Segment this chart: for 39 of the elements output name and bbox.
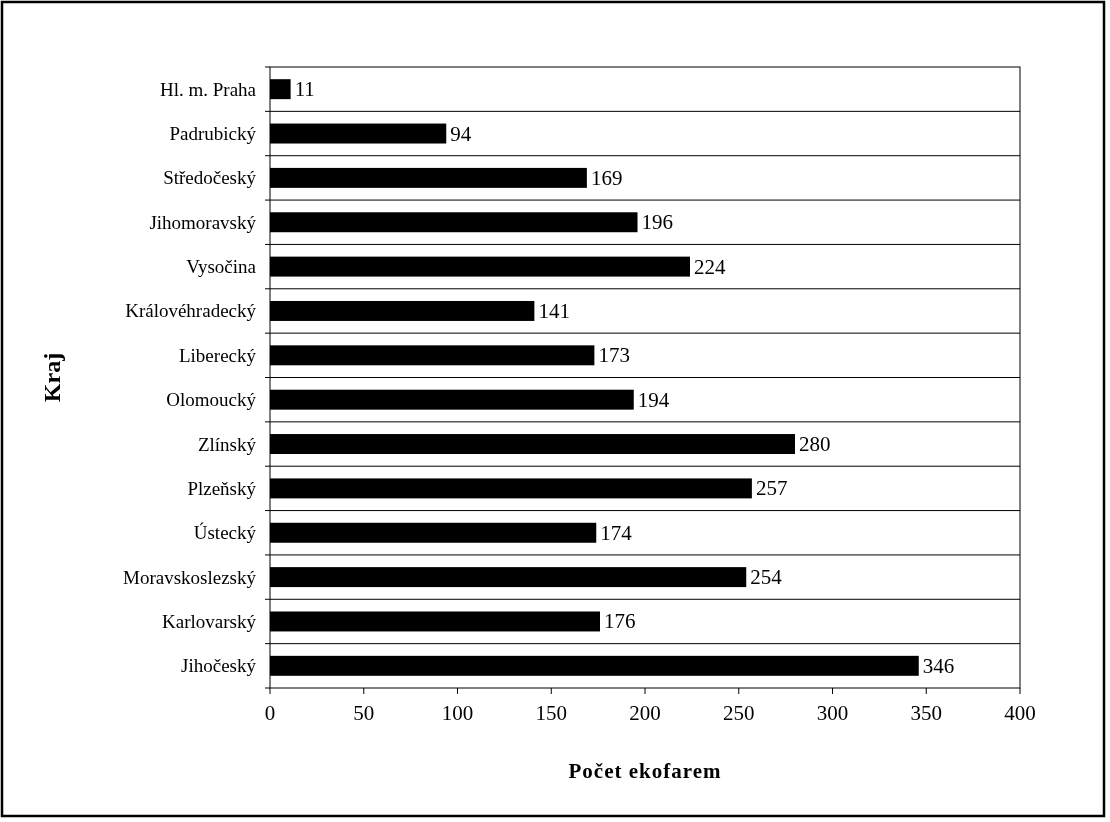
data-label: 346: [922, 653, 955, 678]
data-label: 224: [694, 254, 726, 279]
x-tick-label: 150: [535, 701, 567, 725]
data-label: 280: [799, 432, 831, 457]
y-tick-label: Hl. m. Praha: [159, 78, 257, 100]
data-label: 196: [641, 210, 673, 235]
x-tick-label: 100: [441, 701, 474, 725]
data-label: 194: [637, 387, 670, 412]
data-label: 11: [294, 77, 315, 102]
y-tick-label: Moravskoslezský: [123, 566, 257, 588]
x-axis-title: Počet ekofarem: [568, 759, 722, 783]
y-tick-label: Vysočina: [186, 256, 257, 278]
data-label: 257: [755, 476, 788, 501]
y-tick-label: Jihomoravský: [149, 211, 257, 233]
y-tick-label: Olomoucký: [166, 389, 257, 411]
data-label: 173: [598, 343, 630, 368]
x-tick-label: 0: [264, 701, 276, 725]
y-tick-label: Jihočeský: [181, 655, 257, 677]
y-tick-label: Padrubický: [169, 123, 257, 145]
x-tick-label: 200: [629, 701, 661, 725]
y-tick-label: Liberecký: [178, 344, 257, 366]
data-label: 174: [600, 520, 633, 545]
x-tick-label: 50: [353, 701, 375, 725]
data-label: 94: [450, 121, 472, 146]
data-label: 141: [538, 298, 570, 323]
data-label: 176: [604, 609, 636, 634]
data-label: 254: [750, 565, 783, 590]
y-tick-label: Středočeský: [163, 167, 257, 189]
y-axis-title: Kraj: [39, 352, 65, 403]
x-tick-label: 350: [910, 701, 942, 725]
y-tick-label: Ústecký: [193, 522, 257, 544]
y-tick-label: Zlínský: [197, 433, 257, 455]
x-tick-label: 300: [816, 701, 849, 725]
y-tick-label: Plzeňský: [187, 477, 257, 499]
data-label: 169: [590, 165, 623, 190]
y-tick-label: Královéhradecký: [125, 300, 257, 322]
x-tick-label: 400: [1004, 701, 1036, 725]
y-tick-label: Karlovarský: [162, 610, 257, 632]
x-tick-label: 250: [723, 701, 755, 725]
